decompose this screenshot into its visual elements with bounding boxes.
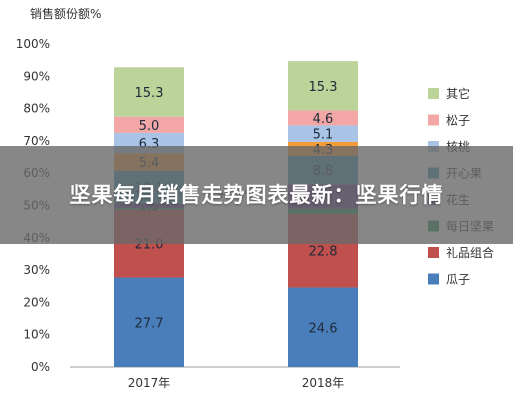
y-axis-title: 销售额份额% <box>30 6 101 21</box>
bar-segment <box>288 125 358 142</box>
bar-segment <box>114 116 184 133</box>
legend-swatch <box>428 247 439 258</box>
bar-data-label: 24.6 <box>309 321 338 336</box>
y-tick-label: 90% <box>23 69 50 83</box>
legend-label: 礼品组合 <box>446 245 494 260</box>
legend-swatch <box>428 114 439 126</box>
bar-segment <box>114 67 184 117</box>
bar-data-label: 5.0 <box>139 119 160 134</box>
bar-data-label: 15.3 <box>135 86 164 101</box>
y-tick-label: 30% <box>23 263 50 277</box>
y-tick-label: 0% <box>31 360 50 374</box>
legend-label: 松子 <box>446 114 470 128</box>
bar-data-label: 4.6 <box>313 112 334 127</box>
bar-data-label: 15.3 <box>309 80 338 95</box>
legend-swatch <box>428 88 439 99</box>
title-overlay-banner: 坚果每月销售走势图表最新：坚果行情 <box>0 146 513 244</box>
bar-segment <box>288 287 358 367</box>
bar-segment <box>114 277 184 367</box>
y-tick-label: 80% <box>23 102 50 116</box>
x-tick-label: 2018年 <box>302 376 345 390</box>
y-tick-label: 100% <box>16 37 50 51</box>
bar-segment <box>288 110 358 126</box>
x-tick-label: 2017年 <box>128 376 171 390</box>
bar-data-label: 5.1 <box>313 128 334 143</box>
bar-segment <box>288 61 358 111</box>
overlay-title: 坚果每月销售走势图表最新：坚果行情 <box>69 183 444 207</box>
y-tick-label: 70% <box>23 134 50 148</box>
legend-label: 其它 <box>446 86 470 101</box>
y-tick-label: 10% <box>23 328 50 342</box>
y-tick-label: 20% <box>23 295 50 309</box>
legend-swatch <box>428 273 439 285</box>
legend-label: 瓜子 <box>446 273 470 287</box>
bar-data-label: 22.8 <box>309 245 338 260</box>
bar-data-label: 27.7 <box>135 316 164 331</box>
